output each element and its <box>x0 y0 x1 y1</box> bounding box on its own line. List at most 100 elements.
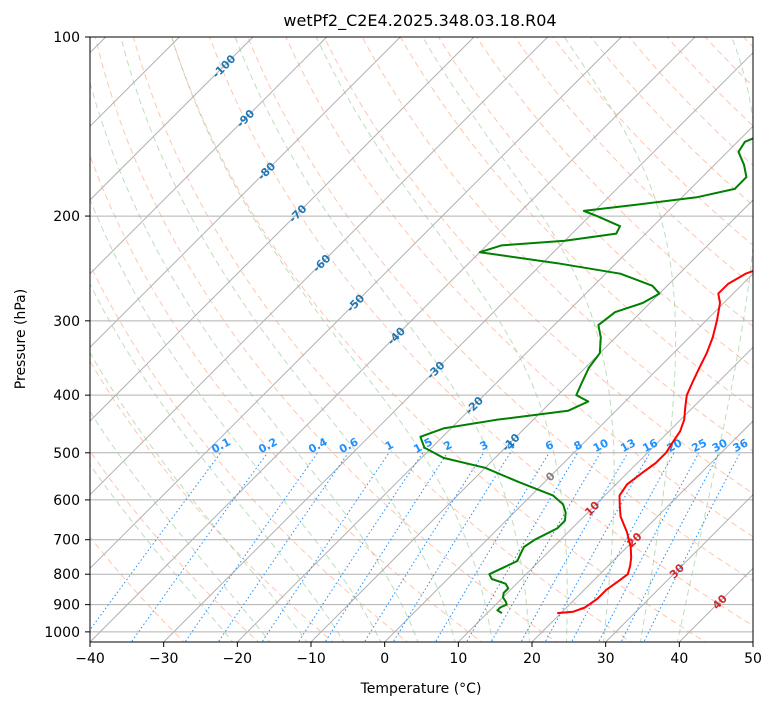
mixing-ratio-line <box>297 452 424 642</box>
dry-adiabat <box>361 37 753 452</box>
x-tick-label: 20 <box>523 651 541 667</box>
mixing-ratio-label: 13 <box>618 436 638 455</box>
mixing-ratio-label: 30 <box>710 436 730 455</box>
x-tick-label: −10 <box>296 651 326 667</box>
mixing-ratio-line <box>643 452 741 642</box>
x-axis-label: Temperature (°C) <box>360 681 482 697</box>
mixing-ratio-line <box>261 452 390 642</box>
dry-adiabat <box>704 37 753 88</box>
isotherm-gridline <box>90 37 401 349</box>
background-lines <box>90 24 775 645</box>
moist-adiabat <box>90 463 234 642</box>
moist-adiabat <box>315 37 568 642</box>
mixing-ratio-label: 20 <box>665 436 685 455</box>
dry-adiabat <box>209 37 753 627</box>
dry-adiabat <box>285 37 753 538</box>
mixing-ratio-line <box>184 452 319 642</box>
y-tick-label: 800 <box>53 567 80 583</box>
dry-adiabat <box>769 24 775 645</box>
dry-adiabat <box>437 37 753 368</box>
x-tick-label: 10 <box>449 651 467 667</box>
moist-adiabat <box>120 37 456 642</box>
y-tick-label: 1000 <box>44 625 80 641</box>
isotherm-label: -90 <box>234 107 257 130</box>
mixing-ratio-label: 6 <box>543 438 556 453</box>
isotherm-label: -100 <box>210 52 239 81</box>
isotherm-gridline <box>384 272 753 642</box>
mixing-ratio-line <box>324 452 448 642</box>
moist-adiabat <box>676 37 753 642</box>
moist-adiabat <box>563 37 677 642</box>
mixing-ratio-label: 8 <box>572 438 585 453</box>
y-tick-label: 300 <box>53 314 80 330</box>
y-tick-label: 900 <box>53 598 80 614</box>
isotherm-gridline <box>457 346 753 642</box>
isotherm-gridline <box>90 37 549 496</box>
x-tick-label: 30 <box>597 651 615 667</box>
plot-frame <box>89 36 754 643</box>
mixing-ratio-line <box>434 452 550 642</box>
mixing-ratio-line <box>465 452 579 642</box>
dry-adiabat <box>476 37 753 327</box>
dry-adiabat <box>90 360 334 642</box>
axis-ticks: −40 −30 −20 −10 0 10 20 30 40 50 100 200 300 400 500 60… <box>44 30 762 667</box>
mixing-ratio-line <box>130 452 269 642</box>
isotherm-gridline <box>752 641 753 642</box>
dry-adiabat <box>132 37 632 642</box>
isotherm-gridline <box>90 37 696 642</box>
dry-adiabat <box>90 450 260 642</box>
dry-adiabat <box>247 37 753 582</box>
dry-adiabat <box>90 263 409 642</box>
dry-adiabat <box>323 37 753 495</box>
mixing-ratio-label: 3 <box>478 438 491 453</box>
x-tick-label: −30 <box>149 651 179 667</box>
x-tick-label: 0 <box>380 651 389 667</box>
y-tick-label: 500 <box>53 446 80 462</box>
isotherm-gridline <box>531 420 753 642</box>
isotherm-gridline <box>310 199 753 642</box>
x-tick-label: −20 <box>223 651 253 667</box>
isotherm-gridline <box>678 567 753 642</box>
moist-adiabat <box>90 410 271 642</box>
temperature-line <box>557 269 753 615</box>
x-tick-label: 50 <box>744 651 762 667</box>
moist-adiabat <box>90 198 382 642</box>
isotherm-gridline <box>90 37 475 422</box>
isotherm-gridline <box>90 37 622 570</box>
mixing-ratio-line <box>90 452 222 631</box>
mixing-ratio-line <box>217 452 349 642</box>
dewpoint-line <box>419 137 753 614</box>
moist-adiabat <box>422 37 615 642</box>
y-axis-label: Pressure (hPa) <box>13 289 29 389</box>
isotherm-gridline <box>90 37 254 201</box>
isotherm-gridline <box>236 125 753 642</box>
isotherm-gridline <box>163 51 753 642</box>
mixing-ratio-label: 10 <box>591 436 611 455</box>
dry-adiabat <box>666 37 753 127</box>
sounding-profiles <box>419 137 753 615</box>
mixing-ratio-line <box>598 452 700 642</box>
dry-adiabat <box>399 37 753 410</box>
isotherm-gridline <box>605 493 753 642</box>
mixing-ratio-label: 16 <box>640 436 660 455</box>
moist-adiabat <box>90 351 308 642</box>
y-tick-label: 700 <box>53 533 80 549</box>
mixing-ratio-line <box>363 452 485 642</box>
dry-adiabat <box>90 154 483 642</box>
moist-adiabat <box>90 80 419 642</box>
dry-adiabat <box>94 37 558 642</box>
y-tick-label: 100 <box>53 30 80 46</box>
chart-title: wetPf2_C2E4.2025.348.03.18.R04 <box>283 11 556 31</box>
mixing-ratio-line <box>544 452 651 642</box>
y-tick-label: 600 <box>53 493 80 509</box>
mixing-ratio-line <box>571 452 675 642</box>
mixing-ratio-label: 1 <box>383 438 396 453</box>
mixing-ratio-label: 25 <box>689 436 709 455</box>
dry-adiabat <box>590 37 753 206</box>
mixing-ratio-label: 36 <box>731 436 751 455</box>
x-tick-label: −40 <box>75 651 105 667</box>
moist-adiabat <box>171 37 493 642</box>
isotherm-gridline <box>90 37 328 275</box>
y-tick-label: 200 <box>53 209 80 225</box>
